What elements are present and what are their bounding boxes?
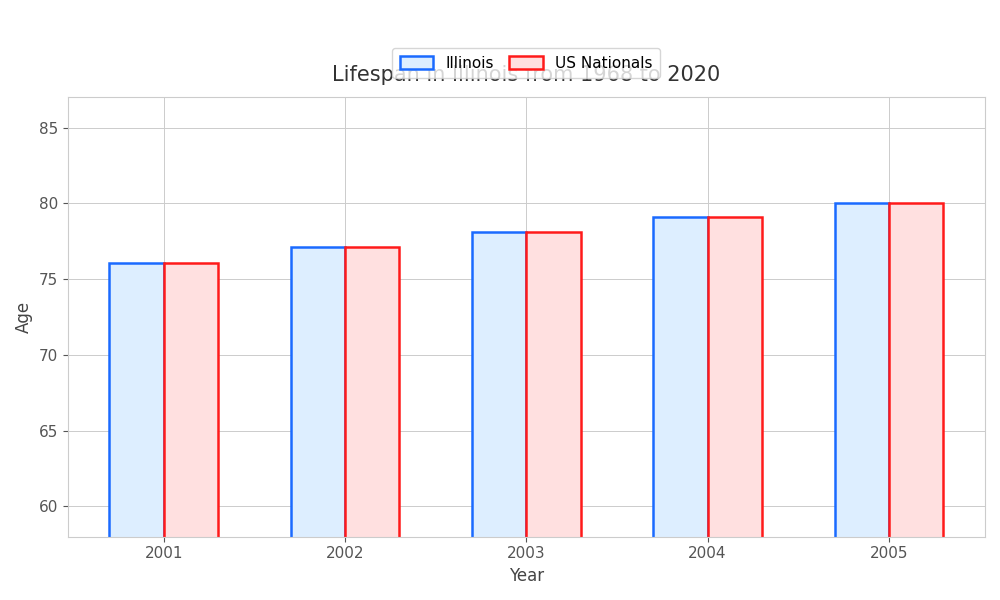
Bar bbox=[653, 217, 708, 600]
Bar bbox=[835, 203, 889, 600]
Bar bbox=[708, 217, 762, 600]
Bar bbox=[345, 247, 399, 600]
Bar bbox=[164, 263, 218, 600]
Bar bbox=[889, 203, 943, 600]
Bar bbox=[526, 232, 581, 600]
Bar bbox=[472, 232, 526, 600]
Bar bbox=[109, 263, 164, 600]
X-axis label: Year: Year bbox=[509, 567, 544, 585]
Legend: Illinois, US Nationals: Illinois, US Nationals bbox=[392, 48, 660, 78]
Title: Lifespan in Illinois from 1968 to 2020: Lifespan in Illinois from 1968 to 2020 bbox=[332, 65, 720, 85]
Bar bbox=[291, 247, 345, 600]
Y-axis label: Age: Age bbox=[15, 301, 33, 333]
